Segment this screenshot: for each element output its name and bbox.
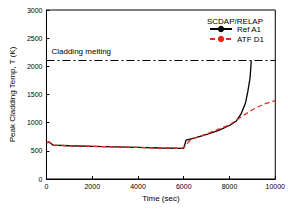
svg-text:4000: 4000	[130, 183, 146, 190]
svg-text:Cladding melting: Cladding melting	[51, 47, 111, 56]
svg-text:Ref A1: Ref A1	[237, 25, 262, 34]
svg-text:2000: 2000	[84, 183, 100, 190]
svg-text:500: 500	[31, 147, 43, 154]
svg-text:6000: 6000	[176, 183, 192, 190]
svg-text:Time (sec): Time (sec)	[142, 194, 180, 203]
svg-text:2000: 2000	[27, 63, 43, 70]
svg-text:0: 0	[39, 176, 43, 183]
svg-text:1500: 1500	[27, 91, 43, 98]
svg-text:3000: 3000	[27, 7, 43, 14]
svg-text:1000: 1000	[27, 119, 43, 126]
svg-text:Peak Cladding Temp, T (K): Peak Cladding Temp, T (K)	[8, 46, 17, 142]
svg-text:ATF D1: ATF D1	[237, 35, 265, 44]
svg-text:0: 0	[45, 183, 49, 190]
svg-text:8000: 8000	[222, 183, 238, 190]
svg-text:2500: 2500	[27, 35, 43, 42]
svg-text:SCDAP/RELAP: SCDAP/RELAP	[207, 17, 263, 26]
svg-text:10000: 10000	[266, 183, 286, 190]
